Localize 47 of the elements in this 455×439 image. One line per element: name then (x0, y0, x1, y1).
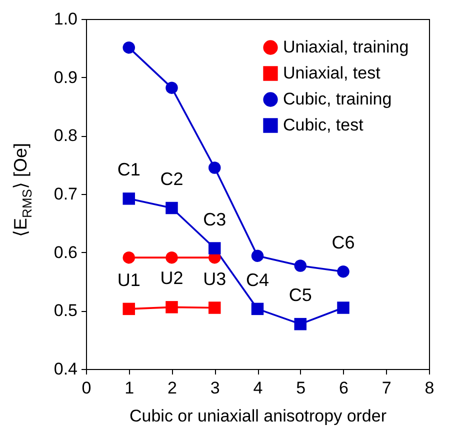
point (337, 302, 350, 314)
legend-label: Uniaxial, test (283, 64, 381, 82)
x-tick-label: 1 (124, 378, 134, 398)
point (251, 250, 264, 262)
x-axis-title: Cubic or uniaxiall anisotropy order (129, 406, 387, 426)
point (294, 260, 306, 272)
annotation: U1 (117, 270, 140, 290)
y-tick-label: 1.0 (54, 10, 78, 28)
y-tick-label: 0.7 (54, 184, 78, 204)
point (337, 265, 350, 278)
annotation: U3 (203, 268, 226, 289)
x-tick-label: 4 (253, 378, 263, 398)
x-tick-label: 6 (339, 378, 348, 398)
x-tick-label: 5 (296, 378, 306, 398)
x-tick-label: 0 (82, 378, 92, 398)
annotation: C2 (160, 169, 184, 189)
point (208, 242, 221, 254)
y-tick-label: 0.8 (54, 126, 78, 146)
legend-label: Cubic, training (283, 90, 392, 108)
y-tick-label: 0.5 (54, 301, 78, 320)
annotation: C3 (203, 209, 226, 230)
point (122, 192, 135, 205)
annotation: C5 (288, 285, 312, 306)
x-tick-label: 7 (382, 378, 392, 398)
point (251, 302, 264, 316)
annotation: C1 (117, 160, 140, 180)
point (166, 301, 178, 314)
y-tick-label: 0.4 (54, 360, 78, 378)
x-tick-label: 8 (424, 378, 434, 398)
point (122, 251, 135, 264)
legend-label: Cubic, test (283, 116, 364, 134)
annotation: C4 (246, 270, 270, 290)
point (208, 302, 221, 314)
point (166, 82, 178, 94)
x-tick-label: 3 (210, 378, 220, 398)
legend-label: Uniaxial, training (283, 38, 409, 56)
annotation: U2 (160, 268, 184, 288)
point (166, 202, 178, 214)
point (208, 162, 221, 174)
annotation: C6 (332, 232, 355, 253)
point (122, 41, 135, 54)
y-tick-label: 0.6 (54, 242, 78, 262)
y-tick-label: 0.9 (54, 68, 78, 87)
point (122, 302, 135, 316)
point (294, 318, 306, 330)
point (166, 251, 178, 264)
x-tick-label: 2 (168, 378, 177, 398)
